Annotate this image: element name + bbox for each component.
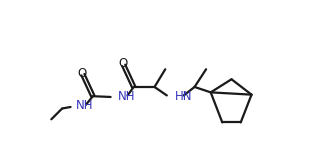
Text: NH: NH	[118, 90, 135, 103]
Text: HN: HN	[175, 90, 192, 103]
Text: NH: NH	[76, 99, 93, 112]
Text: O: O	[118, 57, 128, 70]
Text: O: O	[78, 67, 87, 80]
